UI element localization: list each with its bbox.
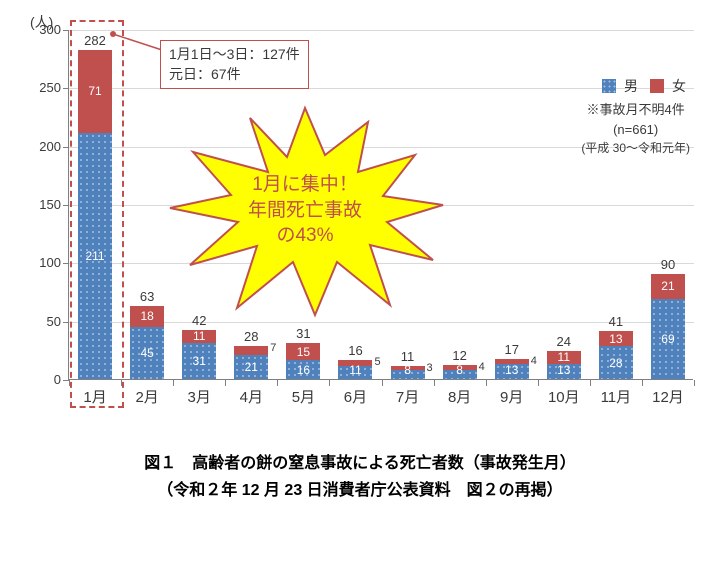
y-tick-label: 200 xyxy=(21,139,61,154)
x-tickmark xyxy=(225,380,226,386)
x-tickmark xyxy=(434,380,435,386)
note-line1: ※事故月不明4件 xyxy=(581,100,690,120)
bar-value-total: 41 xyxy=(599,314,633,329)
bar-value-female-side: 4 xyxy=(531,355,537,367)
legend-swatch-female xyxy=(650,79,664,93)
figure-caption: 図１ 高齢者の餅の窒息事故による死亡者数（事故発生月） （令和２年 12 月 2… xyxy=(0,450,720,504)
caption-line1: 図１ 高齢者の餅の窒息事故による死亡者数（事故発生月） xyxy=(0,450,720,477)
note-block: ※事故月不明4件 (n=661) (平成 30～令和元年) xyxy=(581,100,690,157)
bar-value-female-side: 5 xyxy=(374,356,380,368)
x-tick-label: 5月 xyxy=(283,386,323,407)
note-line2: (n=661) xyxy=(581,120,690,140)
legend-label-male: 男 xyxy=(624,76,638,96)
bar-value-female: 15 xyxy=(286,345,320,359)
callout-line1: 1月1日～3日：127件 xyxy=(169,45,300,65)
x-tickmark xyxy=(173,380,174,386)
y-tickmark xyxy=(63,30,69,31)
legend-label-female: 女 xyxy=(672,76,686,96)
bar-value-female-side: 3 xyxy=(427,362,433,374)
gridline xyxy=(69,263,694,264)
callout-line2: 元日：67件 xyxy=(169,65,300,85)
bar-value-male: 45 xyxy=(130,346,164,360)
y-tickmark xyxy=(63,322,69,323)
bar-value-total: 17 xyxy=(495,342,529,357)
bar-value-total: 42 xyxy=(182,313,216,328)
chart-container: (人) 050100150200250300211712821月4518632月… xyxy=(10,10,710,430)
y-tickmark xyxy=(63,88,69,89)
bar-value-male: 11 xyxy=(338,363,372,377)
bar-value-total: 16 xyxy=(338,343,372,358)
bar-female xyxy=(234,346,268,354)
bar-value-female: 71 xyxy=(78,84,112,98)
x-tickmark xyxy=(590,380,591,386)
legend-swatch-male xyxy=(602,79,616,93)
gridline xyxy=(69,30,694,31)
x-tickmark xyxy=(538,380,539,386)
bar-value-female: 21 xyxy=(651,279,685,293)
bar-value-male: 8 xyxy=(391,363,425,377)
x-tick-label: 8月 xyxy=(440,386,480,407)
y-tickmark xyxy=(63,205,69,206)
x-tickmark xyxy=(642,380,643,386)
note-line3: (平成 30～令和元年) xyxy=(581,139,690,157)
bar-value-female: 11 xyxy=(547,350,581,364)
bar-value-total: 282 xyxy=(78,33,112,48)
bar-value-total: 28 xyxy=(234,329,268,344)
x-tick-label: 1月 xyxy=(75,386,115,407)
x-tick-label: 4月 xyxy=(231,386,271,407)
bar-value-male: 8 xyxy=(443,363,477,377)
x-tickmark xyxy=(277,380,278,386)
bar-value-male: 13 xyxy=(495,363,529,377)
x-tick-label: 11月 xyxy=(596,386,636,407)
y-tick-label: 250 xyxy=(21,80,61,95)
x-tickmark xyxy=(486,380,487,386)
bar-value-male: 211 xyxy=(78,249,112,263)
bar-value-male: 21 xyxy=(234,360,268,374)
x-tickmark xyxy=(329,380,330,386)
bar-value-total: 24 xyxy=(547,334,581,349)
y-tick-label: 0 xyxy=(21,372,61,387)
x-tick-label: 3月 xyxy=(179,386,219,407)
bar-value-female-side: 7 xyxy=(270,342,276,354)
bar-value-total: 90 xyxy=(651,257,685,272)
bar-value-female: 11 xyxy=(182,329,216,343)
x-tick-label: 6月 xyxy=(335,386,375,407)
bar-value-male: 31 xyxy=(182,354,216,368)
x-tick-label: 10月 xyxy=(544,386,584,407)
gridline xyxy=(69,205,694,206)
x-tickmark xyxy=(382,380,383,386)
y-tick-label: 50 xyxy=(21,314,61,329)
y-tickmark xyxy=(63,263,69,264)
y-tick-label: 100 xyxy=(21,255,61,270)
legend: 男 女 xyxy=(602,76,686,96)
bar-value-female: 13 xyxy=(599,332,633,346)
caption-line2: （令和２年 12 月 23 日消費者庁公表資料 図２の再掲） xyxy=(0,477,720,504)
x-tickmark xyxy=(121,380,122,386)
x-tickmark xyxy=(69,380,70,386)
x-tick-label: 2月 xyxy=(127,386,167,407)
bar-value-total: 12 xyxy=(443,348,477,363)
bar-value-total: 63 xyxy=(130,289,164,304)
bar-value-female: 18 xyxy=(130,309,164,323)
bar-value-male: 69 xyxy=(651,332,685,346)
y-tickmark xyxy=(63,147,69,148)
bar-value-male: 16 xyxy=(286,363,320,377)
x-tick-label: 7月 xyxy=(388,386,428,407)
bar-value-male: 28 xyxy=(599,356,633,370)
x-tick-label: 12月 xyxy=(648,386,688,407)
y-tick-label: 150 xyxy=(21,197,61,212)
x-tickmark xyxy=(694,380,695,386)
bar-value-female-side: 4 xyxy=(479,361,485,373)
y-tick-label: 300 xyxy=(21,22,61,37)
x-tick-label: 9月 xyxy=(492,386,532,407)
bar-value-total: 11 xyxy=(391,349,425,364)
callout-box: 1月1日～3日：127件 元日：67件 xyxy=(160,40,309,89)
bar-value-male: 13 xyxy=(547,363,581,377)
bar-value-total: 31 xyxy=(286,326,320,341)
